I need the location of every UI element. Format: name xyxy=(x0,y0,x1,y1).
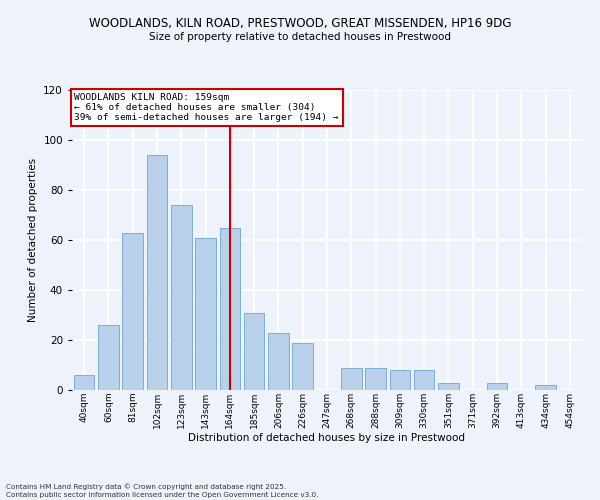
Text: Size of property relative to detached houses in Prestwood: Size of property relative to detached ho… xyxy=(149,32,451,42)
Text: WOODLANDS, KILN ROAD, PRESTWOOD, GREAT MISSENDEN, HP16 9DG: WOODLANDS, KILN ROAD, PRESTWOOD, GREAT M… xyxy=(89,18,511,30)
Bar xyxy=(74,375,94,390)
Bar xyxy=(365,368,386,390)
Bar xyxy=(292,342,313,390)
Bar xyxy=(389,370,410,390)
Y-axis label: Number of detached properties: Number of detached properties xyxy=(28,158,38,322)
Bar xyxy=(220,228,240,390)
Text: WOODLANDS KILN ROAD: 159sqm
← 61% of detached houses are smaller (304)
39% of se: WOODLANDS KILN ROAD: 159sqm ← 61% of det… xyxy=(74,92,339,122)
Bar xyxy=(171,205,191,390)
Bar xyxy=(438,382,459,390)
Bar xyxy=(146,155,167,390)
Bar xyxy=(268,332,289,390)
Bar xyxy=(535,385,556,390)
Bar xyxy=(341,368,362,390)
Bar xyxy=(244,312,265,390)
Bar xyxy=(122,232,143,390)
Bar xyxy=(487,382,508,390)
X-axis label: Distribution of detached houses by size in Prestwood: Distribution of detached houses by size … xyxy=(188,434,466,444)
Bar xyxy=(414,370,434,390)
Bar xyxy=(195,238,216,390)
Text: Contains HM Land Registry data © Crown copyright and database right 2025.
Contai: Contains HM Land Registry data © Crown c… xyxy=(6,484,319,498)
Bar xyxy=(98,325,119,390)
